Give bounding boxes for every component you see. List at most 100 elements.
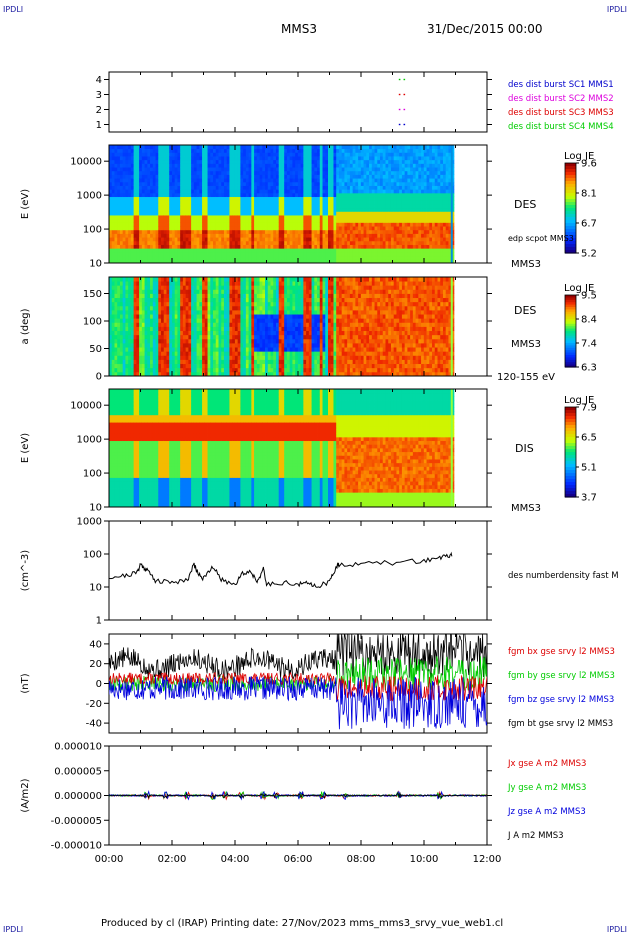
spectrogram-cell: [161, 289, 164, 294]
spectrogram-cell: [251, 156, 254, 160]
spectrogram-cell: [375, 186, 378, 190]
spectrogram-cell: [120, 355, 123, 360]
spectrogram-cell: [240, 234, 243, 238]
spectrogram-cell: [161, 252, 164, 256]
spectrogram-cell: [243, 152, 246, 156]
spectrogram-cell: [131, 152, 134, 156]
spectrogram-cell: [128, 306, 131, 311]
spectrogram-cell: [161, 322, 164, 327]
spectrogram-cell: [320, 237, 323, 241]
spectrogram-cell: [114, 355, 117, 360]
spectrogram-cell: [216, 156, 219, 160]
spectrogram-cell: [413, 245, 416, 249]
spectrogram-cell: [438, 256, 441, 260]
spectrogram-cell: [331, 248, 334, 252]
spectrogram-cell: [446, 167, 449, 171]
spectrogram-cell: [443, 156, 446, 160]
spectrogram-cell: [284, 226, 287, 230]
spectrogram-cell: [128, 343, 131, 348]
spectrogram-cell: [199, 175, 202, 179]
spectrogram-cell: [197, 302, 200, 307]
spectrogram-cell: [172, 182, 175, 186]
spectrogram-cell: [260, 237, 263, 241]
spectrogram-cell: [114, 211, 117, 215]
spectrogram-cell: [156, 302, 159, 307]
spectrogram-cell: [164, 318, 167, 323]
spectrogram-cell: [164, 335, 167, 340]
spectrogram-cell: [369, 171, 372, 175]
spectrogram-cell: [361, 152, 364, 156]
spectrogram-cell: [366, 215, 369, 219]
spectrogram-cell: [271, 204, 274, 208]
spectrogram-cell: [117, 208, 120, 212]
spectrogram-cell: [292, 248, 295, 252]
spectrogram-cell: [221, 208, 224, 212]
y-tick-label: 3: [96, 90, 102, 101]
spectrogram-cell: [213, 186, 216, 190]
spectrogram-cell: [292, 163, 295, 167]
spectrogram-cell: [240, 171, 243, 175]
spectrogram-cell: [164, 215, 167, 219]
spectrogram-cell: [194, 306, 197, 311]
spectrogram-cell: [383, 226, 386, 230]
spectrogram-cell: [112, 355, 115, 360]
spectrogram-cell: [134, 368, 137, 373]
spectrogram-cell: [339, 245, 342, 249]
spectrogram-cell: [238, 160, 241, 164]
spectrogram-cell: [169, 294, 172, 299]
spectrogram-cell: [427, 215, 430, 219]
spectrogram-cell: [142, 364, 145, 369]
spectrogram-cell: [219, 204, 222, 208]
spectrogram-cell: [188, 182, 191, 186]
spectrogram-cell: [150, 248, 153, 252]
spectrogram-cell: [194, 339, 197, 344]
spectrogram-cell: [216, 245, 219, 249]
spectrogram-cell: [150, 230, 153, 234]
spectrogram-cell: [145, 360, 148, 365]
spectrogram-cell: [117, 182, 120, 186]
spectrogram-cell: [120, 339, 123, 344]
spectrogram-cell: [153, 347, 156, 352]
spectrogram-cell: [402, 211, 405, 215]
spectrogram-cell: [377, 171, 380, 175]
spectrogram-cell: [339, 237, 342, 241]
spectrogram-cell: [117, 215, 120, 219]
spectrogram-cell: [191, 241, 194, 245]
spectrogram-cell: [136, 252, 139, 256]
spectrogram-cell: [399, 163, 402, 167]
spectrogram-cell: [383, 219, 386, 223]
spectrogram-cell: [180, 167, 183, 171]
spectrogram-cell: [257, 197, 260, 201]
spectrogram-cell: [235, 193, 238, 197]
spectrogram-cell: [314, 160, 317, 164]
spectrogram-cell: [375, 226, 378, 230]
spectrogram-cell: [125, 145, 128, 149]
spectrogram-cell: [183, 215, 186, 219]
spectrogram-cell: [361, 186, 364, 190]
spectrogram-cell: [416, 156, 419, 160]
spectrogram-cell: [125, 310, 128, 315]
spectrogram-cell: [161, 339, 164, 344]
spectrogram-cell: [246, 171, 249, 175]
spectrogram-cell: [205, 226, 208, 230]
spectrogram-cell: [358, 160, 361, 164]
spectrogram-cell: [366, 193, 369, 197]
spectrogram-cell: [224, 167, 227, 171]
spectrogram-cell: [219, 248, 222, 252]
spectrogram-cell: [188, 230, 191, 234]
spectrogram-cell: [134, 182, 137, 186]
spectrogram-cell: [440, 193, 443, 197]
spectrogram-cell: [443, 226, 446, 230]
spectrogram-cell: [164, 347, 167, 352]
spectrogram-cell: [413, 145, 416, 149]
spectrogram-cell: [142, 204, 145, 208]
spectrogram-cell: [221, 193, 224, 197]
spectrogram-cell: [142, 252, 145, 256]
spectrogram-cell: [323, 234, 326, 238]
spectrogram-cell: [180, 327, 183, 332]
spectrogram-cell: [117, 171, 120, 175]
spectrogram-cell: [323, 156, 326, 160]
spectrogram-cell: [388, 156, 391, 160]
spectrogram-cell: [435, 237, 438, 241]
spectrogram-cell: [123, 145, 126, 149]
